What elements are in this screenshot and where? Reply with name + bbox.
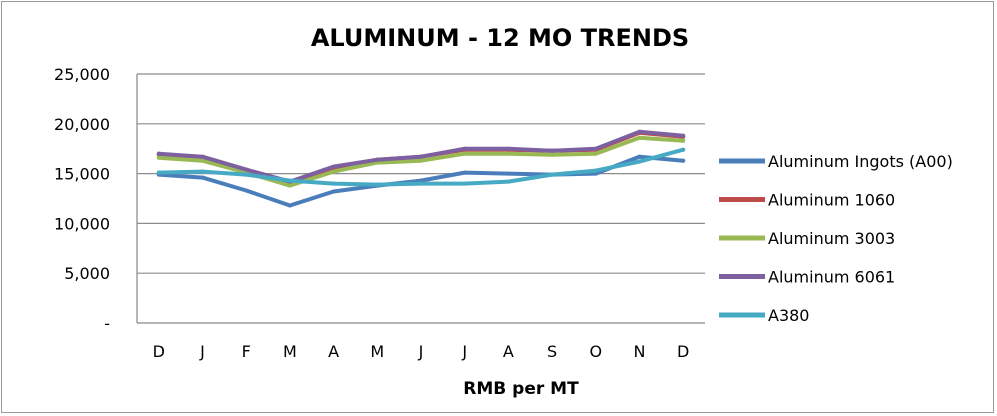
data-point — [200, 158, 205, 163]
x-tick-label: J — [461, 342, 467, 361]
x-tick-label: D — [677, 342, 689, 361]
data-point — [244, 172, 249, 177]
data-point — [419, 178, 423, 183]
data-point — [331, 181, 336, 186]
data-point — [506, 151, 511, 156]
data-point — [375, 157, 380, 162]
data-point — [419, 181, 423, 186]
x-tick-label: J — [418, 342, 424, 361]
data-point — [331, 164, 336, 169]
grid-lines — [136, 73, 705, 324]
x-tick-label: D — [153, 342, 165, 361]
y-tick-label: - — [104, 314, 110, 333]
data-point — [637, 159, 642, 164]
data-point — [156, 155, 161, 160]
x-tick-label: O — [589, 342, 602, 361]
legend-label: Aluminum 1060 — [768, 191, 895, 210]
data-point — [200, 169, 205, 174]
x-tick-label: A — [503, 342, 514, 361]
y-axis-ticks: - 5,000 10,000 15,000 20,000 25,000 — [54, 65, 110, 333]
data-point — [331, 169, 336, 174]
x-tick-label: M — [283, 342, 297, 361]
data-point — [506, 146, 511, 151]
y-tick-label: 15,000 — [54, 165, 110, 184]
x-tick-label: N — [633, 342, 645, 361]
data-point — [462, 151, 467, 156]
series-lines — [156, 129, 686, 208]
x-axis-label: RMB per MT — [463, 379, 579, 399]
data-point — [681, 147, 686, 152]
y-tick-label: 10,000 — [54, 214, 110, 233]
legend-label: A380 — [768, 306, 809, 325]
y-tick-label: 25,000 — [54, 65, 110, 84]
data-point — [550, 148, 555, 153]
data-point — [419, 158, 423, 163]
data-point — [637, 129, 642, 134]
data-point — [200, 154, 205, 159]
data-point — [287, 183, 292, 188]
data-point — [287, 203, 292, 208]
x-tick-label: M — [370, 342, 384, 361]
data-point — [637, 135, 642, 140]
data-point — [200, 175, 205, 180]
data-point — [244, 188, 249, 193]
legend: Aluminum Ingots (A00) Aluminum 1060 Alumin… — [719, 152, 953, 325]
data-point — [550, 152, 555, 157]
data-point — [244, 167, 249, 172]
data-point — [550, 172, 555, 177]
data-point — [506, 171, 511, 176]
legend-label: Aluminum 3003 — [768, 229, 895, 248]
y-tick-label: 5,000 — [64, 264, 110, 283]
data-point — [462, 181, 467, 186]
data-point — [637, 154, 642, 159]
data-point — [331, 189, 336, 194]
y-tick-label: 20,000 — [54, 115, 110, 134]
x-tick-label: A — [328, 342, 339, 361]
legend-label: Aluminum Ingots (A00) — [768, 152, 953, 171]
data-point — [593, 168, 598, 173]
data-point — [681, 138, 686, 143]
data-point — [681, 133, 686, 138]
data-point — [506, 179, 511, 184]
data-point — [156, 151, 161, 156]
data-point — [593, 151, 598, 156]
data-point — [681, 158, 686, 163]
x-tick-label: J — [199, 342, 205, 361]
data-point — [593, 146, 598, 151]
data-point — [287, 178, 292, 183]
data-point — [375, 182, 380, 187]
data-point — [156, 170, 161, 175]
data-point — [462, 170, 467, 175]
legend-label: Aluminum 6061 — [768, 268, 895, 287]
data-point — [419, 154, 423, 159]
data-point — [462, 146, 467, 151]
x-tick-label: F — [242, 342, 251, 361]
chart-title: ALUMINUM - 12 MO TRENDS — [311, 24, 689, 52]
x-tick-label: S — [547, 342, 557, 361]
